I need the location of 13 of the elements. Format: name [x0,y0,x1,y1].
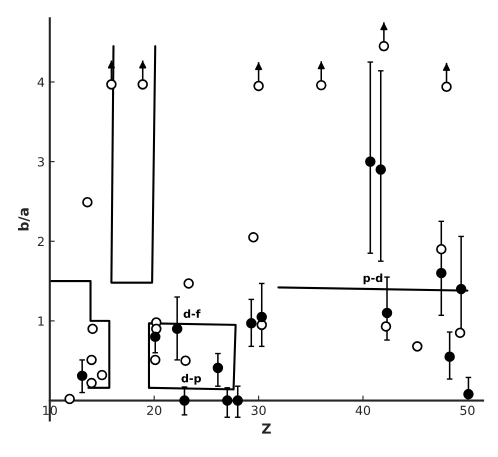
x-axis-title: Z [262,423,271,434]
series-label: p-d [364,274,382,284]
x-tick-label: 20 [147,406,162,416]
series-label: d-f [184,309,201,318]
x-tick-label: 30 [252,406,266,416]
y-tick-label: 3 [38,157,44,167]
y-tick-label: 4 [38,78,44,87]
y-tick-label: 2 [38,236,44,246]
y-axis-title: b/a [18,208,30,230]
x-tick-label: 40 [356,406,370,416]
y-tick-label: 1 [38,316,44,326]
series-label: d-p [182,374,202,385]
x-tick-label: 50 [460,406,475,416]
